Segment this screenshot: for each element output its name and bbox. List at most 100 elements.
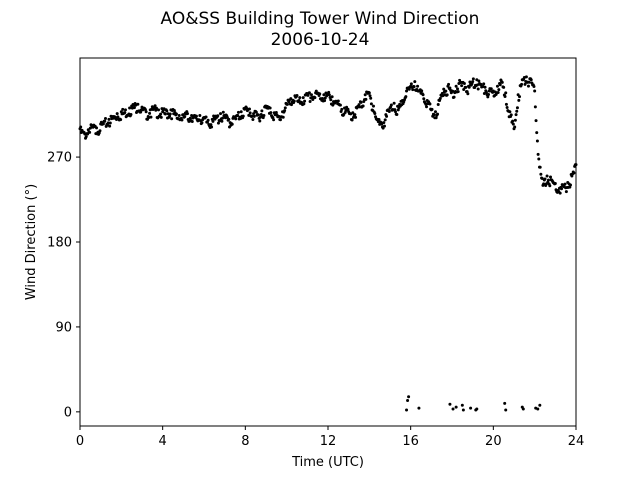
data-point — [247, 107, 251, 111]
data-point — [308, 100, 312, 104]
data-point — [520, 82, 524, 86]
data-point — [396, 108, 400, 112]
data-point — [274, 111, 278, 115]
data-point — [484, 90, 488, 94]
data-point — [148, 111, 152, 115]
data-point — [285, 102, 289, 106]
data-point — [351, 115, 355, 119]
data-point — [483, 85, 487, 89]
data-point — [367, 91, 371, 95]
x-tick-label: 0 — [76, 434, 84, 449]
data-point — [103, 119, 107, 123]
data-point — [532, 85, 536, 89]
data-point — [338, 103, 342, 107]
data-point — [260, 109, 264, 113]
data-point — [230, 122, 234, 126]
data-point — [309, 93, 313, 97]
data-point-near-zero — [461, 408, 465, 412]
data-point — [252, 114, 256, 118]
data-point — [183, 115, 187, 119]
data-point — [303, 99, 307, 103]
data-point — [98, 129, 102, 133]
data-point — [307, 91, 311, 95]
data-point — [252, 112, 256, 116]
data-point — [508, 110, 512, 114]
data-point — [471, 80, 475, 84]
data-point — [119, 118, 123, 122]
data-point — [535, 131, 539, 135]
data-point — [180, 118, 184, 122]
data-point — [479, 82, 483, 86]
data-point — [432, 113, 436, 117]
data-point — [542, 182, 546, 186]
data-point — [159, 115, 163, 119]
data-point — [272, 118, 276, 122]
data-point — [219, 112, 223, 116]
data-point — [221, 110, 225, 114]
data-point — [295, 94, 299, 98]
data-point — [574, 163, 578, 167]
data-point — [496, 91, 500, 95]
data-point — [533, 105, 537, 109]
data-point — [545, 174, 549, 178]
data-point — [298, 96, 302, 100]
data-point — [529, 78, 533, 82]
data-point — [211, 119, 215, 123]
data-point — [248, 111, 252, 115]
data-point — [404, 95, 408, 99]
data-point — [456, 90, 460, 94]
y-tick-label: 270 — [47, 151, 72, 166]
data-point — [170, 117, 174, 121]
data-point — [227, 117, 231, 121]
data-point — [236, 114, 240, 118]
data-point — [322, 93, 326, 97]
data-point — [558, 191, 562, 195]
data-point — [198, 114, 202, 118]
data-point — [464, 85, 468, 89]
data-point — [412, 85, 416, 89]
data-point — [572, 171, 576, 175]
data-point — [518, 95, 522, 99]
data-point — [209, 123, 213, 127]
data-point — [350, 118, 354, 122]
data-point-near-zero — [503, 401, 507, 405]
data-point — [95, 126, 99, 130]
data-point — [504, 91, 508, 95]
data-point — [149, 115, 153, 119]
data-point — [318, 92, 322, 96]
data-point — [185, 112, 189, 116]
data-point — [409, 82, 413, 86]
data-point — [101, 122, 105, 126]
x-tick-label: 8 — [241, 434, 249, 449]
data-point — [206, 118, 210, 122]
data-point — [482, 82, 486, 86]
data-point — [153, 104, 157, 108]
data-point — [163, 112, 167, 116]
data-point — [103, 117, 107, 121]
x-tick-label: 4 — [159, 434, 167, 449]
data-point — [540, 176, 544, 180]
data-point-near-zero — [451, 407, 455, 411]
data-point — [323, 99, 327, 103]
data-point — [526, 84, 530, 88]
data-point — [210, 125, 214, 129]
data-point — [549, 175, 553, 179]
data-point — [336, 99, 340, 103]
data-point — [495, 84, 499, 88]
data-point — [411, 88, 415, 92]
data-point — [504, 102, 508, 106]
data-point — [422, 97, 426, 101]
data-point — [467, 85, 471, 89]
y-axis-ticks: 0 90 180 270 — [47, 151, 80, 420]
data-point — [271, 115, 275, 119]
data-point — [220, 119, 224, 123]
data-point-near-zero — [454, 405, 458, 409]
data-point — [539, 172, 543, 176]
data-point — [79, 125, 83, 129]
data-point — [497, 88, 501, 92]
data-point — [340, 107, 344, 111]
data-point — [421, 93, 425, 97]
data-point — [256, 113, 260, 117]
data-point — [500, 80, 504, 84]
